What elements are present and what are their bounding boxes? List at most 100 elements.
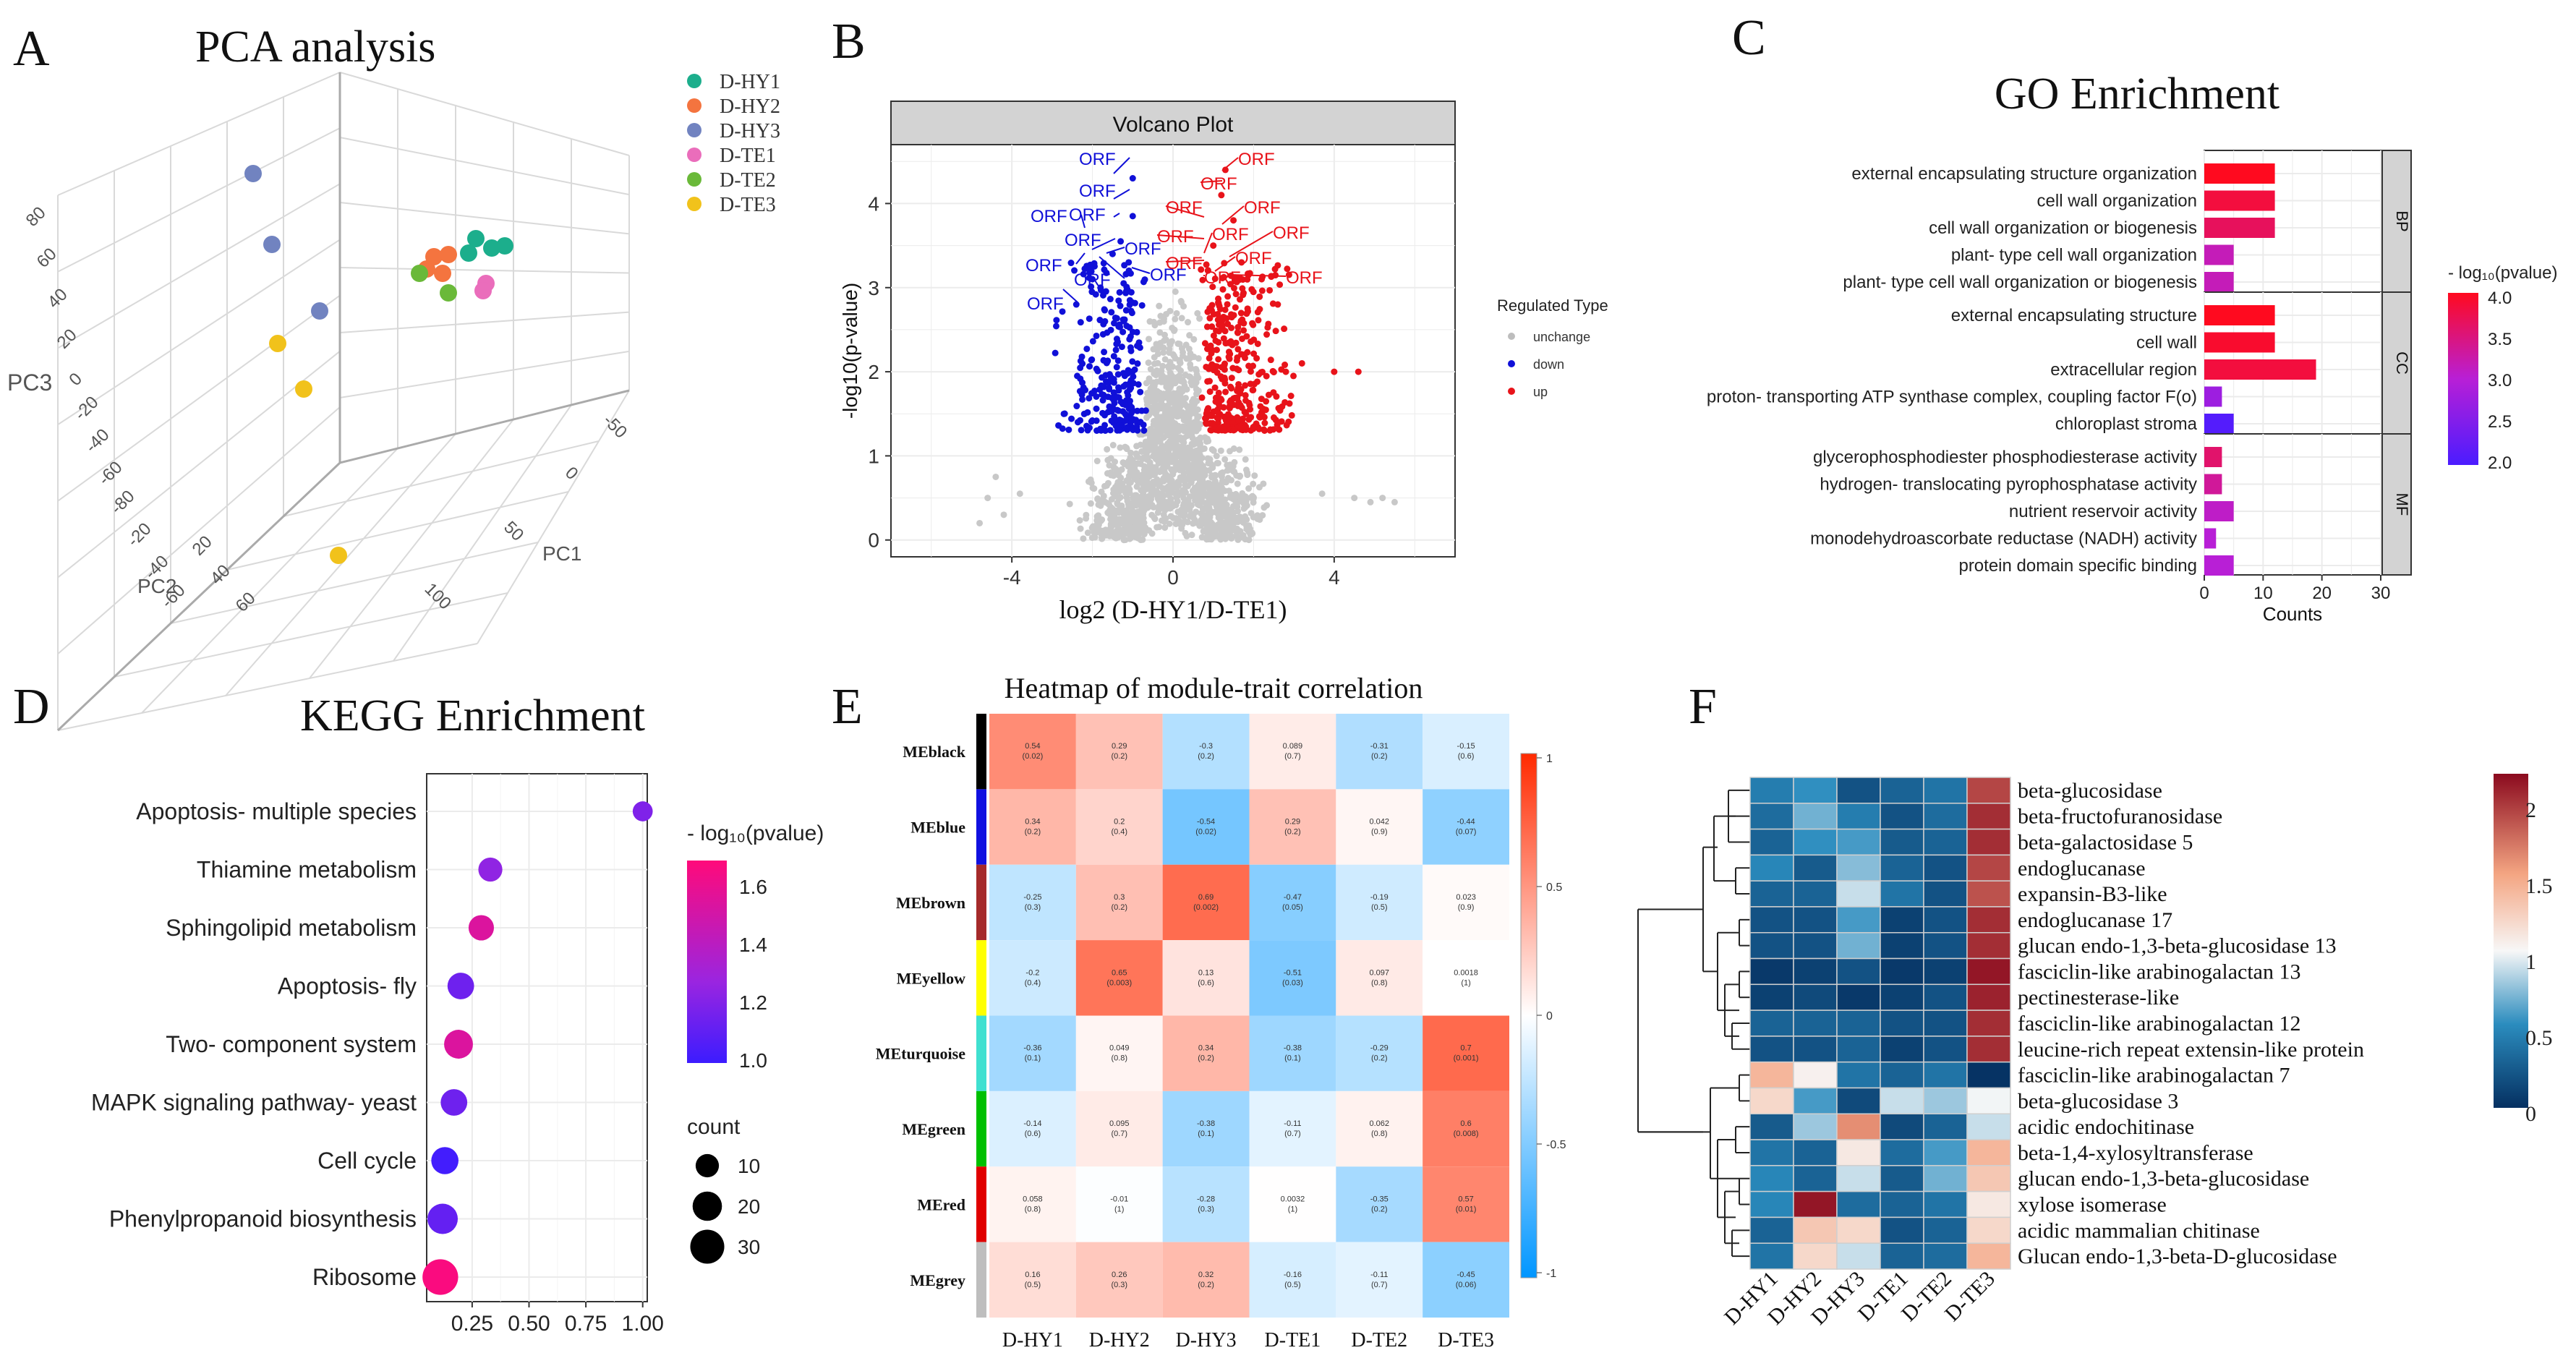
volcano-point-unchange: [1206, 456, 1214, 463]
gene-heatmap-cell: [1793, 1216, 1838, 1244]
module-cell-value: 0.3: [1114, 893, 1125, 902]
gene-heatmap-cell: [1836, 983, 1881, 1011]
volcano-point-unchange: [1087, 500, 1094, 507]
module-cell-pvalue: (0.01): [1456, 1205, 1477, 1213]
volcano-point-up: [1255, 425, 1263, 432]
volcano-point-up: [1261, 414, 1268, 421]
module-cell-value: 0.062: [1369, 1119, 1389, 1128]
module-colorbar-bar: [1520, 753, 1538, 1279]
volcano-point-unchange: [1159, 372, 1167, 380]
volcano-point-up: [1274, 262, 1281, 269]
volcano-point-unchange: [1151, 370, 1158, 377]
volcano-orf-label-up: ORF: [1157, 227, 1194, 247]
module-cell-pvalue: (0.8): [1371, 1130, 1388, 1138]
module-color-bar: [976, 1090, 986, 1167]
volcano-point-unchange: [1207, 499, 1214, 506]
volcano-point-down: [1122, 381, 1129, 388]
gene-heatmap-cell: [1793, 1190, 1838, 1218]
volcano-point-unchange: [1160, 349, 1167, 357]
volcano-point-up: [1285, 418, 1292, 425]
volcano-point-up: [1258, 369, 1265, 376]
volcano-point-up: [1211, 275, 1219, 282]
volcano-label-leader: [1165, 205, 1205, 218]
volcano-point-down: [1110, 418, 1117, 425]
go-bar: [2204, 528, 2217, 549]
volcano-label-leader: [1080, 214, 1086, 229]
module-cell-pvalue: (0.7): [1284, 1130, 1301, 1138]
gene-heatmap-cell: [1793, 803, 1838, 830]
volcano-point-up: [1355, 368, 1362, 375]
volcano-point-up: [1198, 394, 1206, 401]
pca-legend-marker: [687, 148, 701, 162]
module-cell-pvalue: (0.5): [1025, 1281, 1041, 1289]
gene-heatmap-cell: [1880, 803, 1924, 830]
volcano-point-unchange: [1093, 458, 1101, 465]
volcano-point-up: [1239, 316, 1246, 323]
volcano-point-unchange: [1151, 465, 1158, 472]
volcano-label-leader: [1113, 213, 1120, 218]
kegg-dot: [422, 1259, 459, 1295]
volcano-point-down: [1120, 317, 1127, 325]
volcano-point-up: [1230, 284, 1237, 291]
volcano-point-up: [1285, 271, 1292, 278]
volcano-point-down: [1128, 310, 1135, 317]
volcano-point-unchange: [1250, 480, 1257, 487]
gene-heatmap-cell: [1966, 1036, 2011, 1063]
pca-point-d-te1: [474, 282, 492, 299]
volcano-point-unchange: [1150, 440, 1157, 447]
volcano-point-up: [1235, 367, 1242, 374]
volcano-point-unchange: [1197, 522, 1204, 529]
go-bar: [2204, 501, 2234, 521]
pca-point-d-hy1: [483, 239, 500, 257]
module-cell-value: 0.57: [1458, 1195, 1473, 1203]
gene-heatmap-cell: [1793, 880, 1838, 908]
volcano-point-up: [1203, 420, 1210, 427]
volcano-label-leader: [1075, 252, 1086, 265]
volcano-legend-label: up: [1533, 385, 1548, 399]
kegg-x-tick-label: 0.75: [565, 1312, 607, 1336]
gene-row-label: fasciclin-like arabinogalactan 7: [2018, 1064, 2290, 1088]
volcano-point-down: [1101, 307, 1109, 314]
volcano-point-unchange: [1147, 365, 1154, 372]
volcano-point-unchange: [1227, 506, 1234, 513]
gene-heatmap-cell: [1880, 880, 1924, 908]
go-bar-chart: BP external encapsulating structure organ…: [1707, 150, 2412, 603]
volcano-point-unchange: [1351, 495, 1358, 502]
volcano-point-down: [1134, 407, 1141, 414]
pca-point-d-hy3: [244, 165, 262, 182]
volcano-point-unchange: [1145, 336, 1152, 343]
volcano-point-unchange: [1185, 503, 1193, 511]
kegg-term-label: Ribosome: [312, 1264, 417, 1290]
module-cell-value: 0.7: [1460, 1044, 1471, 1053]
go-colorbar-tick-label: 2.0: [2488, 453, 2512, 473]
volcano-legend-title: Regulated Type: [1497, 296, 1608, 315]
module-cell-value: -0.38: [1284, 1044, 1302, 1053]
volcano-point-unchange: [1117, 474, 1125, 482]
gene-heatmap-cell: [1749, 957, 1794, 986]
volcano-point-up: [1253, 354, 1261, 362]
volcano-point-down: [1103, 269, 1110, 276]
gene-heatmap-cell: [1966, 1009, 2011, 1037]
volcano-point-unchange: [1170, 396, 1177, 404]
volcano-label-leader: [1214, 256, 1236, 272]
pca-point-d-te2: [440, 284, 457, 302]
pca-axis-edge: [56, 461, 341, 732]
panel-letter-f: F: [1689, 679, 1717, 735]
volcano-point-up: [1230, 217, 1237, 224]
volcano-point-unchange: [1214, 459, 1221, 466]
volcano-point-unchange: [1194, 310, 1201, 317]
module-cell-pvalue: (0.02): [1023, 752, 1044, 761]
gene-heatmap-cell: [1966, 1165, 2011, 1192]
volcano-point-up: [1282, 368, 1289, 375]
gene-dendrogram: [1637, 789, 1750, 1258]
pca-left-wall-gridline: [57, 127, 341, 273]
volcano-point-up: [1266, 427, 1274, 434]
volcano-point-unchange: [1175, 395, 1182, 402]
gene-heatmap-cell: [1749, 1190, 1794, 1218]
pca-pc3-tick: 0: [65, 369, 86, 390]
module-row-label: MEturquoise: [876, 1045, 966, 1063]
volcano-point-unchange: [1189, 470, 1196, 477]
volcano-label-leader: [1091, 238, 1116, 250]
volcano-y-tick-label: 1: [868, 445, 879, 467]
